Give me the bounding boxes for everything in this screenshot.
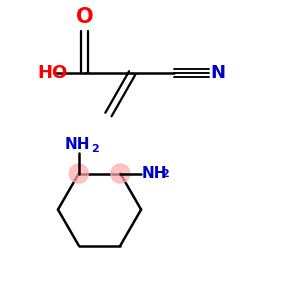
- Text: HO: HO: [37, 64, 68, 82]
- Text: NH: NH: [142, 166, 167, 181]
- Text: NH: NH: [64, 137, 90, 152]
- Text: O: O: [76, 7, 94, 27]
- Circle shape: [111, 164, 130, 183]
- Text: 2: 2: [161, 169, 169, 179]
- Circle shape: [69, 164, 88, 183]
- Text: N: N: [211, 64, 226, 82]
- Text: 2: 2: [91, 144, 99, 154]
